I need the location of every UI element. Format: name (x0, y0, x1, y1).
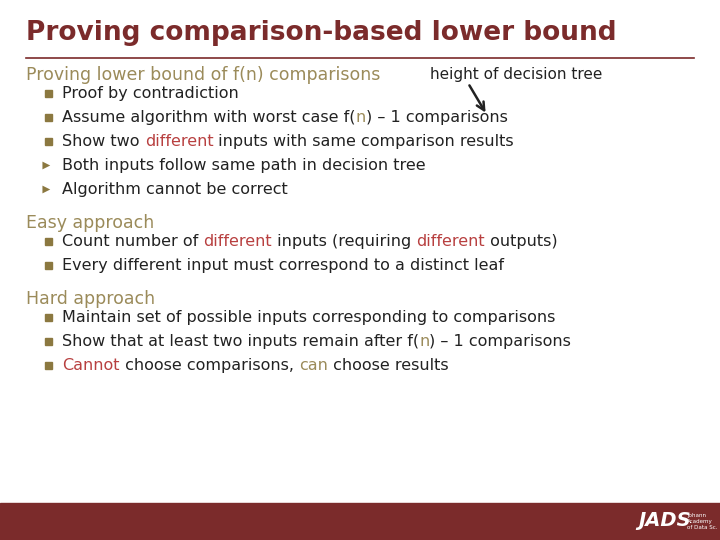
Text: ) – 1 comparisons: ) – 1 comparisons (429, 334, 571, 349)
Bar (45, 262, 52, 269)
Text: Maintain set of possible inputs corresponding to comparisons: Maintain set of possible inputs correspo… (62, 310, 555, 325)
Text: Hard approach: Hard approach (26, 290, 155, 308)
Text: Algorithm cannot be correct: Algorithm cannot be correct (62, 182, 288, 197)
Text: Show that at least two inputs remain after f(: Show that at least two inputs remain aft… (62, 334, 419, 349)
Text: ) – 1 comparisons: ) – 1 comparisons (366, 110, 508, 125)
Bar (45, 138, 52, 145)
Text: different: different (203, 234, 272, 249)
Bar (45, 314, 52, 321)
Bar (0, 503, 720, 540)
Text: can: can (299, 358, 328, 373)
Text: Both inputs follow same path in decision tree: Both inputs follow same path in decision… (62, 158, 426, 173)
Text: Assume algorithm with worst case f(: Assume algorithm with worst case f( (62, 110, 356, 125)
Text: choose comparisons,: choose comparisons, (120, 358, 299, 373)
Text: Count number of: Count number of (62, 234, 203, 249)
Text: Show two: Show two (62, 134, 145, 149)
Text: Proving comparison-based lower bound: Proving comparison-based lower bound (26, 20, 616, 46)
Text: Proving lower bound of f(n) comparisons: Proving lower bound of f(n) comparisons (26, 66, 380, 84)
Text: Johann
Academy
of Data Sc.: Johann Academy of Data Sc. (687, 513, 718, 530)
Bar (45, 238, 52, 245)
Text: inputs (requiring: inputs (requiring (272, 234, 416, 249)
Bar (45, 362, 52, 369)
Text: different: different (145, 134, 213, 149)
Text: height of decision tree: height of decision tree (430, 67, 603, 82)
Text: outputs): outputs) (485, 234, 557, 249)
Text: JADS: JADS (638, 511, 690, 530)
Bar (45, 114, 52, 121)
Text: n: n (419, 334, 429, 349)
Text: different: different (416, 234, 485, 249)
Text: choose results: choose results (328, 358, 448, 373)
Text: Every different input must correspond to a distinct leaf: Every different input must correspond to… (62, 258, 504, 273)
Text: n: n (356, 110, 366, 125)
Bar (45, 338, 52, 345)
Text: Proof by contradiction: Proof by contradiction (62, 86, 239, 101)
Bar (45, 90, 52, 97)
Text: inputs with same comparison results: inputs with same comparison results (213, 134, 514, 149)
Text: Easy approach: Easy approach (26, 214, 154, 232)
Text: Cannot: Cannot (62, 358, 120, 373)
